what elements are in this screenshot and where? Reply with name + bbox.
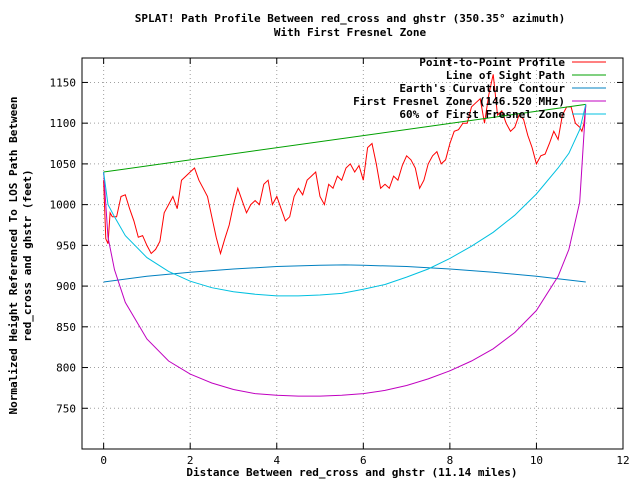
series-point-to-point-profile bbox=[103, 74, 587, 256]
x-tick-label: 10 bbox=[530, 454, 543, 467]
x-tick-label: 0 bbox=[100, 454, 107, 467]
legend-label: Earth's Curvature Contour bbox=[399, 82, 565, 95]
x-tick-label: 6 bbox=[360, 454, 367, 467]
x-tick-label: 4 bbox=[273, 454, 280, 467]
x-tick-label: 2 bbox=[187, 454, 194, 467]
legend-label: Line of Sight Path bbox=[446, 69, 565, 82]
x-tick-label: 8 bbox=[447, 454, 454, 467]
y-tick-label: 1150 bbox=[50, 76, 77, 89]
series-60-of-first-fresnel-zone bbox=[103, 104, 587, 297]
series-earth-s-curvature-contour bbox=[103, 264, 586, 283]
axis-tick-labels: 0 2 4 6 8 10 12 750 800 850 900 950 1000 1050 1100 1150 bbox=[50, 76, 630, 467]
y-tick-label: 1000 bbox=[50, 199, 77, 212]
legend-label: First Fresnel Zone (146.520 MHz) bbox=[353, 95, 565, 108]
series-first-fresnel-zone-146-520-mhz bbox=[103, 104, 587, 397]
plot-frame bbox=[81, 57, 624, 450]
y-axis-label: Normalized Height Referenced To LOS Path… bbox=[7, 97, 34, 415]
y-tick-label: 1050 bbox=[50, 158, 77, 171]
series-line-of-sight-path bbox=[103, 103, 586, 173]
series-lines bbox=[103, 74, 587, 397]
axis-ticks bbox=[82, 58, 624, 449]
y-tick-label: 750 bbox=[56, 402, 76, 415]
chart-subtitle: With First Fresnel Zone bbox=[274, 26, 427, 39]
x-axis-label: Distance Between red_cross and ghstr (11… bbox=[186, 466, 517, 479]
y-tick-label: 900 bbox=[56, 280, 76, 293]
legend-label: Point-to-Point Profile bbox=[419, 56, 565, 69]
y-tick-label: 850 bbox=[56, 321, 76, 334]
legend-label: 60% of First Fresnel Zone bbox=[399, 108, 565, 121]
x-tick-label: 12 bbox=[616, 454, 629, 467]
y-tick-label: 800 bbox=[56, 362, 76, 375]
chart-title: SPLAT! Path Profile Between red_cross an… bbox=[135, 12, 565, 25]
y-tick-label: 1100 bbox=[50, 117, 77, 130]
y-tick-label: 950 bbox=[56, 239, 76, 252]
